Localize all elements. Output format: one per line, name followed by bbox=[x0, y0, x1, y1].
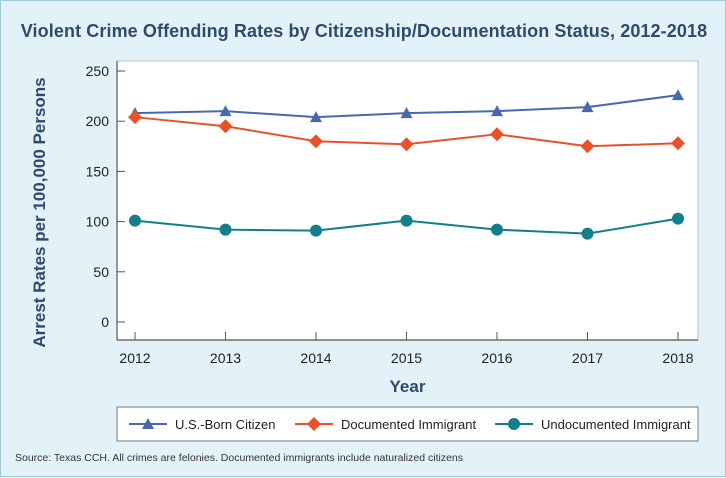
y-axis-title: Arrest Rates per 100,000 Persons bbox=[30, 77, 49, 347]
data-point bbox=[400, 107, 413, 119]
chart-title: Violent Crime Offending Rates by Citizen… bbox=[20, 21, 708, 41]
x-tick-label: 2012 bbox=[119, 350, 150, 366]
data-point bbox=[219, 223, 232, 236]
legend-box bbox=[116, 406, 699, 442]
y-tick-label: 0 bbox=[101, 314, 109, 330]
data-point bbox=[399, 137, 414, 152]
legend-label: Documented Immigrant bbox=[341, 417, 476, 432]
data-point bbox=[310, 111, 322, 123]
data-point bbox=[128, 110, 142, 125]
data-point bbox=[219, 105, 232, 117]
y-tick-label: 50 bbox=[93, 264, 109, 280]
y-tick-label: 200 bbox=[86, 113, 110, 129]
data-point bbox=[671, 136, 685, 151]
x-tick-label: 2018 bbox=[662, 350, 693, 366]
y-tick-label: 250 bbox=[86, 63, 110, 79]
data-point bbox=[490, 127, 504, 142]
data-point bbox=[672, 212, 684, 225]
x-tick-label: 2013 bbox=[210, 350, 241, 366]
x-tick-label: 2014 bbox=[300, 350, 331, 366]
legend-swatch-marker bbox=[142, 418, 154, 429]
x-tick-label: 2016 bbox=[481, 350, 512, 366]
data-point bbox=[581, 101, 594, 113]
data-point bbox=[400, 214, 413, 227]
data-point bbox=[580, 139, 595, 154]
data-point bbox=[491, 223, 503, 236]
source-note: Source: Texas CCH. All crimes are feloni… bbox=[15, 452, 463, 464]
plot-area bbox=[116, 60, 699, 341]
data-point bbox=[581, 227, 594, 240]
data-point bbox=[310, 224, 322, 237]
data-point bbox=[309, 134, 323, 149]
data-point bbox=[491, 105, 503, 117]
legend-label: Undocumented Immigrant bbox=[541, 417, 691, 432]
legend-swatch-marker bbox=[508, 418, 520, 430]
x-tick-label: 2017 bbox=[572, 350, 603, 366]
y-tick-label: 150 bbox=[86, 163, 110, 179]
data-point bbox=[218, 119, 233, 134]
legend-label: U.S.-Born Citizen bbox=[175, 417, 275, 432]
x-axis-title: Year bbox=[390, 377, 426, 396]
data-point bbox=[672, 89, 684, 101]
data-point bbox=[129, 214, 141, 227]
y-tick-label: 100 bbox=[86, 214, 110, 230]
x-tick-label: 2015 bbox=[391, 350, 422, 366]
legend-swatch-marker bbox=[307, 417, 321, 431]
